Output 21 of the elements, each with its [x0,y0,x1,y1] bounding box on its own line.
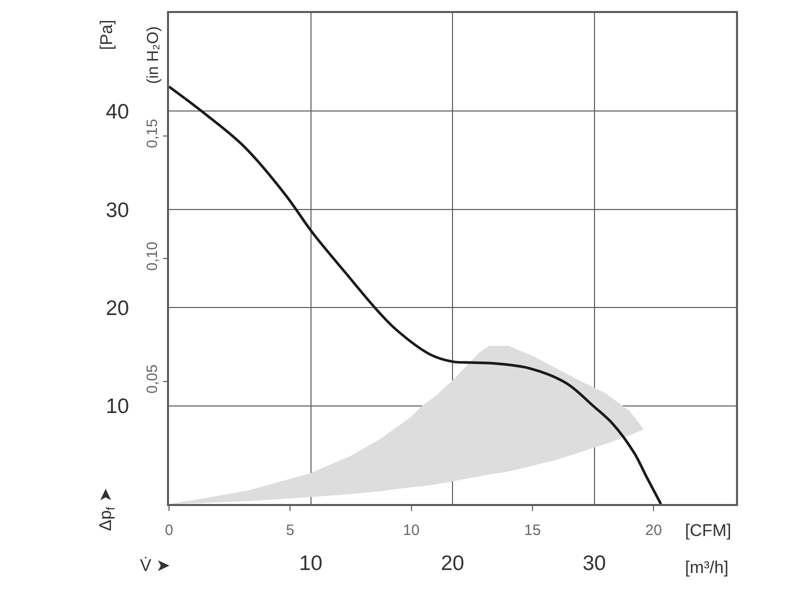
x2-tick-label: 20 [440,552,464,575]
y-tick-label: 40 [106,100,130,124]
x-tick-label: 5 [286,522,294,539]
text: V̇ ➤ [140,556,170,575]
x-tick-label: 0 [164,522,174,539]
x-tick-label: 10 [402,522,420,539]
line-series [169,85,662,504]
x-tick-label: 20 [645,522,662,539]
x-axis-title: [CFM] [685,521,732,540]
y2-tick-label: 0,10 [144,242,161,271]
x-tick-label: 15 [524,522,541,539]
y-tick-label: 20 [106,296,130,320]
y-tick-label: 10 [106,395,130,418]
x2-tick-label: 30 [582,552,606,575]
y2-tick-label: 0,05 [144,364,161,394]
y-axis-title: [Pa] [97,20,116,50]
x2-tick-label: 10 [299,552,322,575]
y-tick-label: 30 [106,198,130,222]
y2-axis-title: (in H₂O) [145,26,162,84]
x2-axis-title: [m³/h] [685,558,728,577]
y2-tick-label: 0,15 [144,118,161,148]
